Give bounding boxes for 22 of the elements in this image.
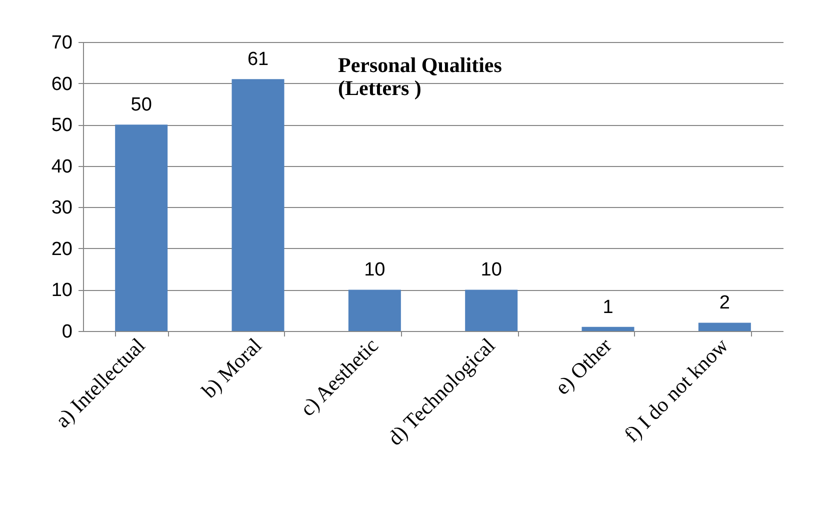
y-tick-label: 70 xyxy=(51,32,72,54)
y-tick-label: 10 xyxy=(51,280,72,302)
data-label: 1 xyxy=(602,296,614,318)
data-label: 10 xyxy=(480,260,502,281)
data-label: 61 xyxy=(247,49,269,70)
bar xyxy=(698,322,751,331)
bar xyxy=(582,326,634,331)
y-tick-label: 60 xyxy=(51,74,72,95)
data-label: 50 xyxy=(130,94,152,116)
bar xyxy=(348,290,401,331)
text: (Letters ) xyxy=(338,76,422,100)
y-tick-label: 0 xyxy=(62,322,72,342)
bar xyxy=(465,290,518,331)
data-label: 10 xyxy=(364,260,386,281)
y-tick-label: 50 xyxy=(51,115,72,136)
text: Personal Qualities xyxy=(338,53,502,77)
bar xyxy=(232,79,284,331)
y-tick-label: 30 xyxy=(51,198,72,219)
y-tick-label: 40 xyxy=(51,156,72,178)
y-tick-label: 20 xyxy=(51,238,72,260)
data-label: 2 xyxy=(719,292,730,314)
bar xyxy=(115,124,168,331)
